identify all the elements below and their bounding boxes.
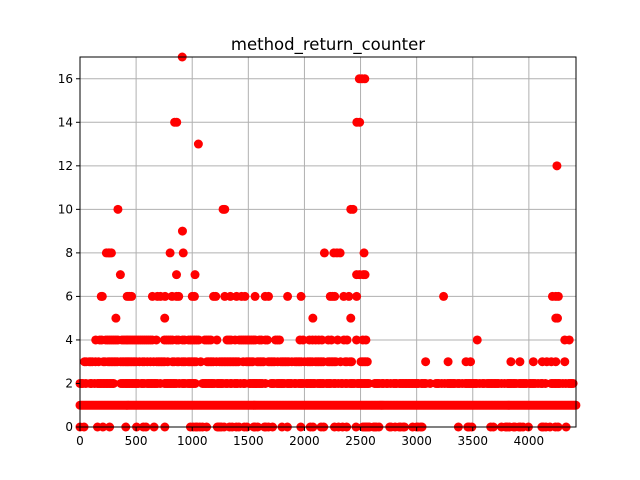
- data-point: [466, 357, 476, 367]
- data-point: [113, 204, 123, 214]
- data-point: [172, 270, 182, 280]
- data-point: [326, 335, 336, 345]
- data-point: [362, 357, 372, 367]
- data-point: [172, 117, 182, 127]
- y-tick-label: 12: [58, 159, 73, 173]
- data-point: [359, 248, 369, 258]
- data-point: [335, 248, 345, 258]
- data-point: [506, 357, 516, 367]
- y-tick-label: 8: [65, 246, 73, 260]
- data-point: [319, 248, 329, 258]
- data-point: [189, 291, 199, 301]
- y-tick-label: 16: [58, 72, 73, 86]
- data-point: [111, 313, 121, 323]
- y-tick-label: 14: [58, 115, 73, 129]
- data-point: [177, 226, 187, 236]
- x-tick-label: 3000: [401, 434, 432, 448]
- data-point: [568, 378, 578, 388]
- data-point: [151, 335, 161, 345]
- data-point: [109, 378, 119, 388]
- data-point: [211, 291, 221, 301]
- data-point: [275, 335, 285, 345]
- data-point: [439, 291, 449, 301]
- y-tick-label: 4: [65, 333, 73, 347]
- data-point: [317, 335, 327, 345]
- data-point: [97, 291, 107, 301]
- data-point: [333, 335, 343, 345]
- data-point: [127, 291, 137, 301]
- data-point: [190, 270, 200, 280]
- data-point: [443, 357, 453, 367]
- data-point: [360, 74, 370, 84]
- y-axis: 0 2 4 6 8 10 12 14 16: [58, 72, 80, 434]
- x-axis: 0 500 1000 1500 2000 2500 3000 3500 4000: [76, 427, 544, 448]
- data-point: [174, 291, 184, 301]
- data-point: [352, 335, 362, 345]
- data-point: [551, 357, 561, 367]
- data-point: [564, 335, 574, 345]
- data-point: [250, 291, 260, 301]
- y-tick-label: 0: [65, 420, 73, 434]
- data-point: [283, 291, 293, 301]
- data-point: [352, 291, 362, 301]
- y-tick-label: 2: [65, 376, 73, 390]
- data-point: [115, 270, 125, 280]
- data-point: [240, 291, 250, 301]
- data-point: [528, 357, 538, 367]
- chart-title: method_return_counter: [231, 35, 425, 55]
- data-point: [515, 357, 525, 367]
- data-point: [193, 139, 203, 149]
- data-point: [262, 335, 272, 345]
- data-point: [421, 357, 431, 367]
- data-point: [298, 335, 308, 345]
- x-tick-label: 4000: [514, 434, 545, 448]
- y-tick-label: 10: [58, 202, 73, 216]
- data-point: [106, 248, 116, 258]
- data-point: [190, 378, 200, 388]
- data-point: [220, 204, 230, 214]
- data-point: [330, 291, 340, 301]
- data-point: [165, 248, 175, 258]
- data-point: [160, 313, 170, 323]
- data-point: [348, 204, 358, 214]
- y-tick-label: 6: [65, 289, 73, 303]
- x-tick-label: 500: [125, 434, 148, 448]
- data-point: [178, 248, 188, 258]
- data-point: [296, 291, 306, 301]
- data-point: [553, 291, 563, 301]
- data-point: [472, 335, 482, 345]
- data-point: [344, 291, 354, 301]
- data-point: [552, 161, 562, 171]
- data-point: [160, 291, 170, 301]
- data-point: [212, 335, 222, 345]
- data-point: [342, 335, 352, 345]
- x-tick-label: 2500: [345, 434, 376, 448]
- x-tick-label: 2000: [289, 434, 320, 448]
- plot-frame: [79, 56, 577, 428]
- data-point: [361, 335, 371, 345]
- data-point: [354, 270, 364, 280]
- data-point: [225, 291, 235, 301]
- x-tick-label: 3500: [457, 434, 488, 448]
- data-point: [308, 313, 318, 323]
- data-point: [552, 313, 562, 323]
- data-point: [264, 291, 274, 301]
- data-point: [346, 313, 356, 323]
- data-point: [560, 357, 570, 367]
- data-point: [196, 357, 206, 367]
- data-point: [347, 357, 357, 367]
- x-tick-label: 1500: [233, 434, 264, 448]
- x-tick-label: 1000: [177, 434, 208, 448]
- data-point: [355, 117, 365, 127]
- x-tick-label: 0: [76, 434, 84, 448]
